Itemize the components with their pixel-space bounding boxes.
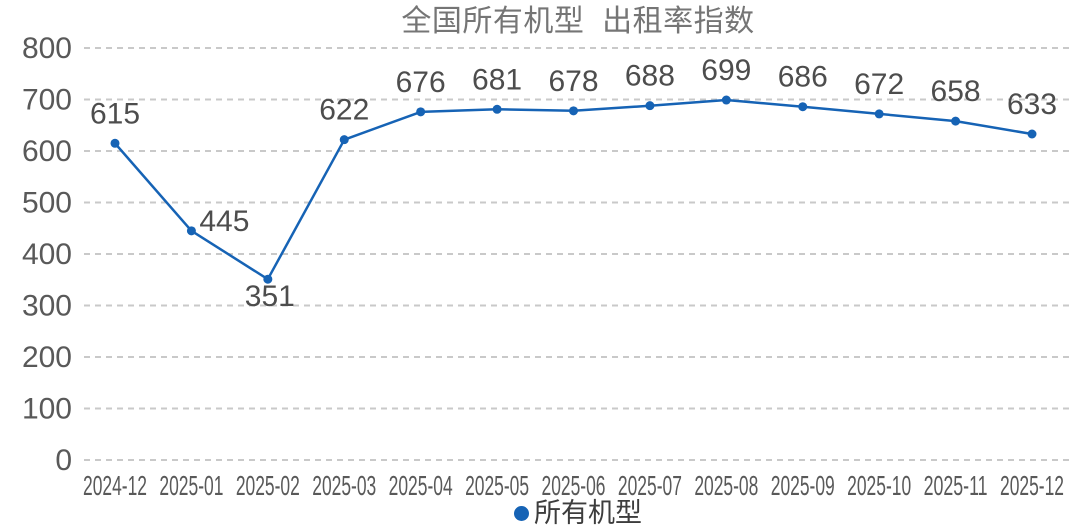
data-label: 615 [90,97,140,130]
x-tick-label: 2025-05 [465,470,529,501]
x-tick-label: 2025-12 [1000,470,1064,501]
legend-label: 所有机型 [534,498,642,528]
y-tick-label: 200 [22,341,72,374]
data-label: 699 [701,54,751,87]
legend-marker-icon [514,505,529,521]
data-label: 633 [1007,88,1057,121]
chart-title: 全国所有机型 出租率指数 [401,5,755,38]
data-label: 658 [931,75,981,108]
x-tick-label: 2025-08 [694,470,758,501]
data-label: 351 [245,280,295,313]
y-tick-label: 300 [22,290,72,323]
x-tick-label: 2025-01 [159,470,223,501]
y-tick-label: 400 [22,238,72,271]
data-point [263,274,273,284]
data-label: 686 [778,61,828,94]
data-point [1027,129,1037,139]
y-tick-label: 700 [22,84,72,117]
data-point [110,138,120,148]
data-point [492,104,502,114]
y-tick-label: 800 [22,32,72,65]
y-tick-label: 100 [22,393,72,426]
x-tick-label: 2025-06 [542,470,606,501]
data-label: 672 [854,68,904,101]
y-tick-label: 0 [55,444,72,477]
data-point [186,226,196,236]
data-point [645,101,655,111]
x-tick-label: 2025-10 [847,470,911,501]
data-label: 681 [472,63,522,96]
data-point [721,95,731,105]
data-point [416,107,426,117]
x-tick-label: 2025-04 [389,470,453,501]
data-point [339,135,349,145]
data-label: 678 [548,65,598,98]
x-tick-label: 2025-03 [312,470,376,501]
data-point [569,106,579,116]
data-label: 622 [319,94,369,127]
data-point [951,116,961,126]
x-tick-label: 2025-09 [771,470,835,501]
data-label: 445 [199,205,249,238]
data-label: 676 [396,66,446,99]
data-point [798,102,808,112]
data-label: 688 [625,60,675,93]
x-tick-label: 2024-12 [83,470,147,501]
legend: 所有机型 [84,498,1072,528]
x-tick-label: 2025-07 [618,470,682,501]
x-tick-label: 2025-02 [236,470,300,501]
data-point [874,109,884,119]
y-tick-label: 600 [22,135,72,168]
x-tick-label: 2025-11 [924,470,988,501]
series-line [113,98,1034,281]
y-tick-label: 500 [22,187,72,220]
